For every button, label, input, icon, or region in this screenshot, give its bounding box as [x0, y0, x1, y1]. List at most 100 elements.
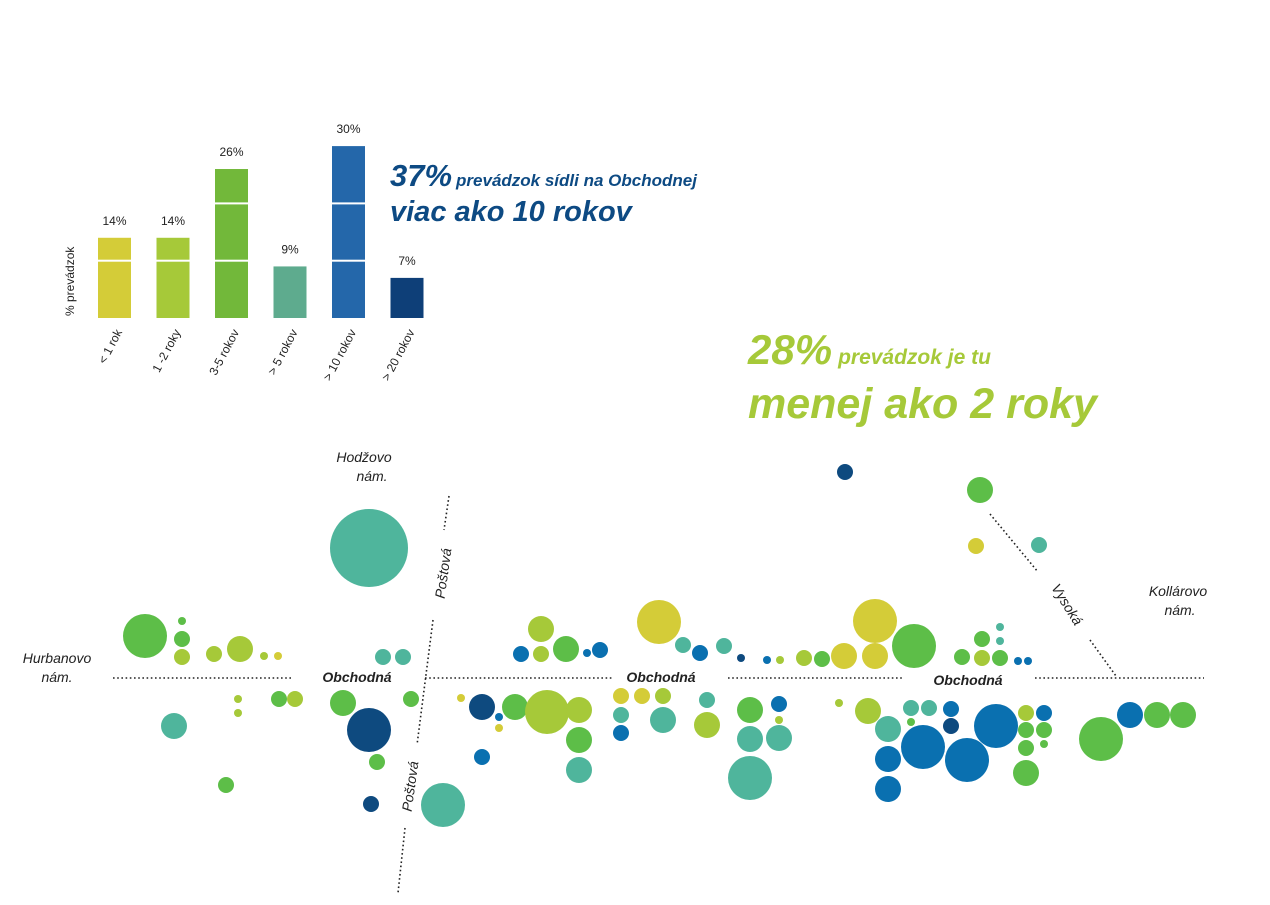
business-bubble [234, 709, 242, 717]
bar-value-label: 30% [336, 122, 360, 136]
postova-line-bottom [397, 827, 406, 894]
business-bubble [533, 646, 549, 662]
business-bubble [974, 650, 990, 666]
business-bubble [728, 756, 772, 800]
business-bubble [1013, 760, 1039, 786]
bar-1 [156, 237, 190, 318]
business-bubble [525, 690, 569, 734]
business-bubble [907, 718, 915, 726]
business-bubble [675, 637, 691, 653]
business-bubble [996, 637, 1004, 645]
business-bubble [178, 617, 186, 625]
bar-5 [390, 277, 424, 318]
business-bubble [1079, 717, 1123, 761]
business-bubble [901, 725, 945, 769]
bar-category-label: 3-5 rokov [206, 327, 242, 378]
street-label-obchodna-3: Obchodná [933, 672, 1002, 688]
bar-chart: 14% < 1 rok 14% 1 -2 roky 26% 3-5 rokov 9% > 5 … [95, 122, 424, 383]
headline-short-term: 28% prevádzok je tu [748, 326, 991, 374]
business-bubble [403, 691, 419, 707]
headline-short-term-line2: menej ako 2 roky [748, 380, 1097, 428]
business-bubble [566, 727, 592, 753]
business-bubble [853, 599, 897, 643]
business-bubble [1014, 657, 1022, 665]
square-label-kollarovo-1: Kollárovo [1149, 583, 1208, 599]
business-bubble [227, 636, 253, 662]
business-bubble [395, 649, 411, 665]
business-bubble [903, 700, 919, 716]
business-bubble [766, 725, 792, 751]
business-bubble [592, 642, 608, 658]
business-bubble [892, 624, 936, 668]
business-bubble [855, 698, 881, 724]
street-label-postova-bottom: Poštová [399, 760, 422, 813]
business-bubble [502, 694, 528, 720]
business-bubble [1117, 702, 1143, 728]
business-bubble [943, 701, 959, 717]
business-bubble [363, 796, 379, 812]
business-bubble [737, 726, 763, 752]
business-bubble [831, 643, 857, 669]
business-bubble [234, 695, 242, 703]
bar-value-label: 14% [102, 214, 126, 228]
bar-divider [215, 259, 248, 262]
business-bubble [1144, 702, 1170, 728]
business-bubble [835, 699, 843, 707]
business-bubble [875, 776, 901, 802]
bar-0 [98, 237, 131, 318]
business-bubble [634, 688, 650, 704]
business-bubble [1024, 657, 1032, 665]
business-bubble [513, 646, 529, 662]
headline-long-term-line2: viac ako 10 rokov [390, 196, 632, 228]
business-bubble [692, 645, 708, 661]
bar-divider [332, 259, 365, 262]
bar-category-label: > 10 rokov [320, 327, 359, 383]
business-bubble [737, 654, 745, 662]
business-bubble [771, 696, 787, 712]
business-bubble [495, 713, 503, 721]
business-bubble [694, 712, 720, 738]
business-bubble [763, 656, 771, 664]
business-bubble [369, 754, 385, 770]
business-bubble [123, 614, 167, 658]
business-bubble [528, 616, 554, 642]
bar-value-label: 9% [281, 242, 299, 256]
business-bubble [875, 746, 901, 772]
business-bubble [274, 652, 282, 660]
business-bubble [330, 690, 356, 716]
business-bubble [996, 623, 1004, 631]
business-bubble [945, 738, 989, 782]
bar-divider [215, 202, 248, 205]
bar-divider [156, 259, 190, 262]
business-bubble [474, 749, 490, 765]
business-bubble [174, 631, 190, 647]
business-bubble [776, 656, 784, 664]
business-bubble [862, 643, 888, 669]
business-bubble [943, 718, 959, 734]
vysoka-line-top [989, 513, 1039, 573]
bar-category-label: 1 -2 roky [149, 327, 183, 375]
street-label-postova-top: Poštová [432, 547, 455, 600]
business-bubble [161, 713, 187, 739]
business-bubble [655, 688, 671, 704]
business-bubble [566, 697, 592, 723]
business-bubble [992, 650, 1008, 666]
business-bubble [1036, 705, 1052, 721]
business-bubble [637, 600, 681, 644]
business-bubble [875, 716, 901, 742]
business-bubble [206, 646, 222, 662]
postova-line-mid [416, 619, 434, 746]
business-bubble [974, 704, 1018, 748]
square-label-hodzovo-1: Hodžovo [336, 449, 391, 465]
business-bubble [974, 631, 990, 647]
business-bubble [174, 649, 190, 665]
bar-category-label: > 20 rokov [379, 327, 418, 383]
bar-value-label: 26% [219, 145, 243, 159]
business-bubble [737, 697, 763, 723]
headline-long-term: 37% prevádzok sídli na Obchodnej [390, 158, 697, 194]
square-label-hurbanovo-2: nám. [41, 669, 72, 685]
headline-short-term-text: prevádzok je tu [838, 346, 991, 369]
business-bubble [967, 477, 993, 503]
business-bubble [553, 636, 579, 662]
